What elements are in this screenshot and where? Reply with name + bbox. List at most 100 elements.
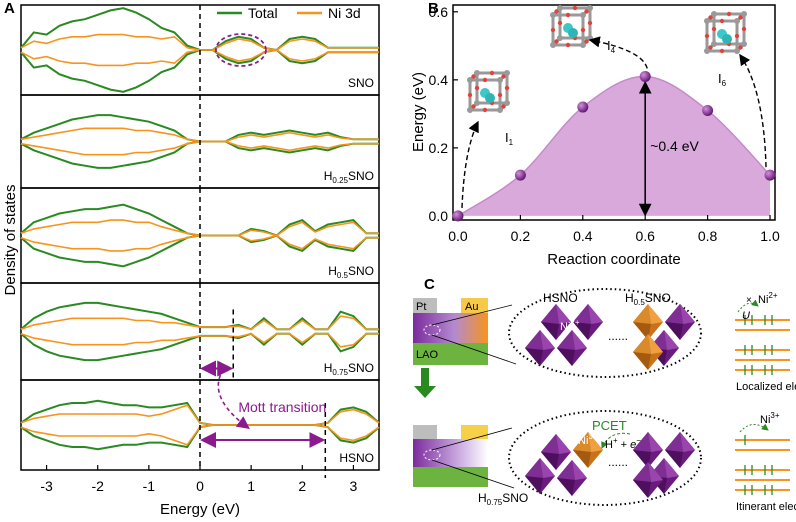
oxygen xyxy=(482,77,488,83)
oxygen xyxy=(504,85,510,91)
state-arrow xyxy=(739,53,767,168)
state-arrow xyxy=(588,36,648,69)
oxygen xyxy=(550,27,556,33)
nickel xyxy=(474,100,480,106)
charge: + xyxy=(613,436,618,445)
molecule xyxy=(467,70,510,113)
ellipsis: ...... xyxy=(608,455,628,469)
substrate xyxy=(413,467,488,487)
zoom-spot xyxy=(423,324,441,336)
pt-electrode xyxy=(413,298,437,313)
x-tick-label: 1.0 xyxy=(760,228,780,244)
oxygen xyxy=(554,39,559,44)
oxygen xyxy=(704,33,710,39)
nickel xyxy=(741,11,747,17)
y-tick-label: 0.2 xyxy=(429,140,449,156)
pcet-arrow xyxy=(601,432,631,449)
plus: + xyxy=(618,439,631,451)
material-label-part: 0.75 xyxy=(332,368,348,377)
nickel xyxy=(474,70,480,76)
x-tick-label: -3 xyxy=(40,478,53,494)
phase-sub: 0.75 xyxy=(487,498,503,507)
nickel xyxy=(580,42,586,48)
point xyxy=(452,210,464,222)
oxygen xyxy=(708,45,713,50)
oxygen xyxy=(719,48,725,54)
material-label-part: H xyxy=(324,361,333,375)
y-tick-label: 0.4 xyxy=(429,72,449,88)
film xyxy=(413,439,488,467)
oxygen xyxy=(587,20,593,26)
material-label: H0.75SNO xyxy=(324,361,374,377)
annotation: ~0.4 eV xyxy=(650,138,699,154)
oxygen xyxy=(489,70,495,76)
au-label: Au xyxy=(465,301,478,313)
phase: SNO xyxy=(645,291,671,305)
state-label-part: I xyxy=(505,130,509,145)
x-tick-label: 3 xyxy=(350,478,358,494)
oxygen xyxy=(738,45,743,50)
molecule xyxy=(704,11,747,54)
nickel xyxy=(550,12,556,18)
oxygen xyxy=(467,92,473,98)
nickel xyxy=(734,18,740,24)
x-axis-label: Reaction coordinate xyxy=(547,251,680,268)
panel-letter: C xyxy=(424,276,435,293)
ellipsis: ...... xyxy=(608,329,628,343)
oxygen xyxy=(557,20,563,26)
y-axis-label: Energy (eV) xyxy=(410,72,427,152)
material-label-part: SNO xyxy=(348,264,374,278)
highlight xyxy=(215,33,267,67)
state-arrow xyxy=(461,120,479,208)
electron: e xyxy=(630,439,636,451)
point xyxy=(702,104,714,116)
nickel xyxy=(580,12,586,18)
hydrogen xyxy=(722,34,732,44)
nickel xyxy=(711,41,717,47)
point xyxy=(514,169,526,181)
hubbard-label: U xyxy=(742,310,750,322)
y-axis-label: Density of states xyxy=(2,185,19,296)
phase: H xyxy=(478,491,487,505)
zoom-spot xyxy=(423,449,441,461)
spins xyxy=(744,435,773,495)
oxygen xyxy=(708,15,713,20)
ion-label: Ni2+ xyxy=(758,291,778,306)
process-label: PCET xyxy=(592,418,627,433)
ion-label: Ni2+ xyxy=(560,318,580,333)
x-tick-label: 0.6 xyxy=(635,228,655,244)
material-label-part: H xyxy=(328,264,337,278)
ion: Ni xyxy=(578,435,588,447)
material-label: HSNO xyxy=(339,451,374,465)
y-tick-label: 0.0 xyxy=(429,208,449,224)
x-tick-label: 0.0 xyxy=(448,228,468,244)
nickel xyxy=(557,35,563,41)
hydrogen xyxy=(485,93,495,103)
phase-label: H0.75SNO xyxy=(478,491,528,507)
substrate xyxy=(413,343,488,365)
dos-line xyxy=(20,332,379,348)
oxygen xyxy=(501,74,506,79)
octahedron xyxy=(557,330,587,366)
oxygen xyxy=(580,27,586,33)
charge: − xyxy=(636,436,641,445)
oxygen xyxy=(482,107,488,113)
proton: H xyxy=(605,439,613,451)
nickel xyxy=(557,5,563,11)
hop-arrow xyxy=(739,423,769,433)
oxygen xyxy=(565,12,571,18)
state-label-part: 1 xyxy=(509,138,514,147)
oxygen xyxy=(726,11,732,17)
nickel xyxy=(711,11,717,17)
nickel xyxy=(497,77,503,83)
oxygen xyxy=(501,104,506,109)
nickel xyxy=(504,70,510,76)
zoom-line xyxy=(431,304,513,326)
nickel xyxy=(550,42,556,48)
mott-arrow xyxy=(217,374,250,429)
au-electrode xyxy=(461,425,488,439)
state-label-part: 4 xyxy=(611,46,616,55)
reactants: H+ + e− xyxy=(605,436,641,451)
state-label-part: I xyxy=(607,38,611,53)
